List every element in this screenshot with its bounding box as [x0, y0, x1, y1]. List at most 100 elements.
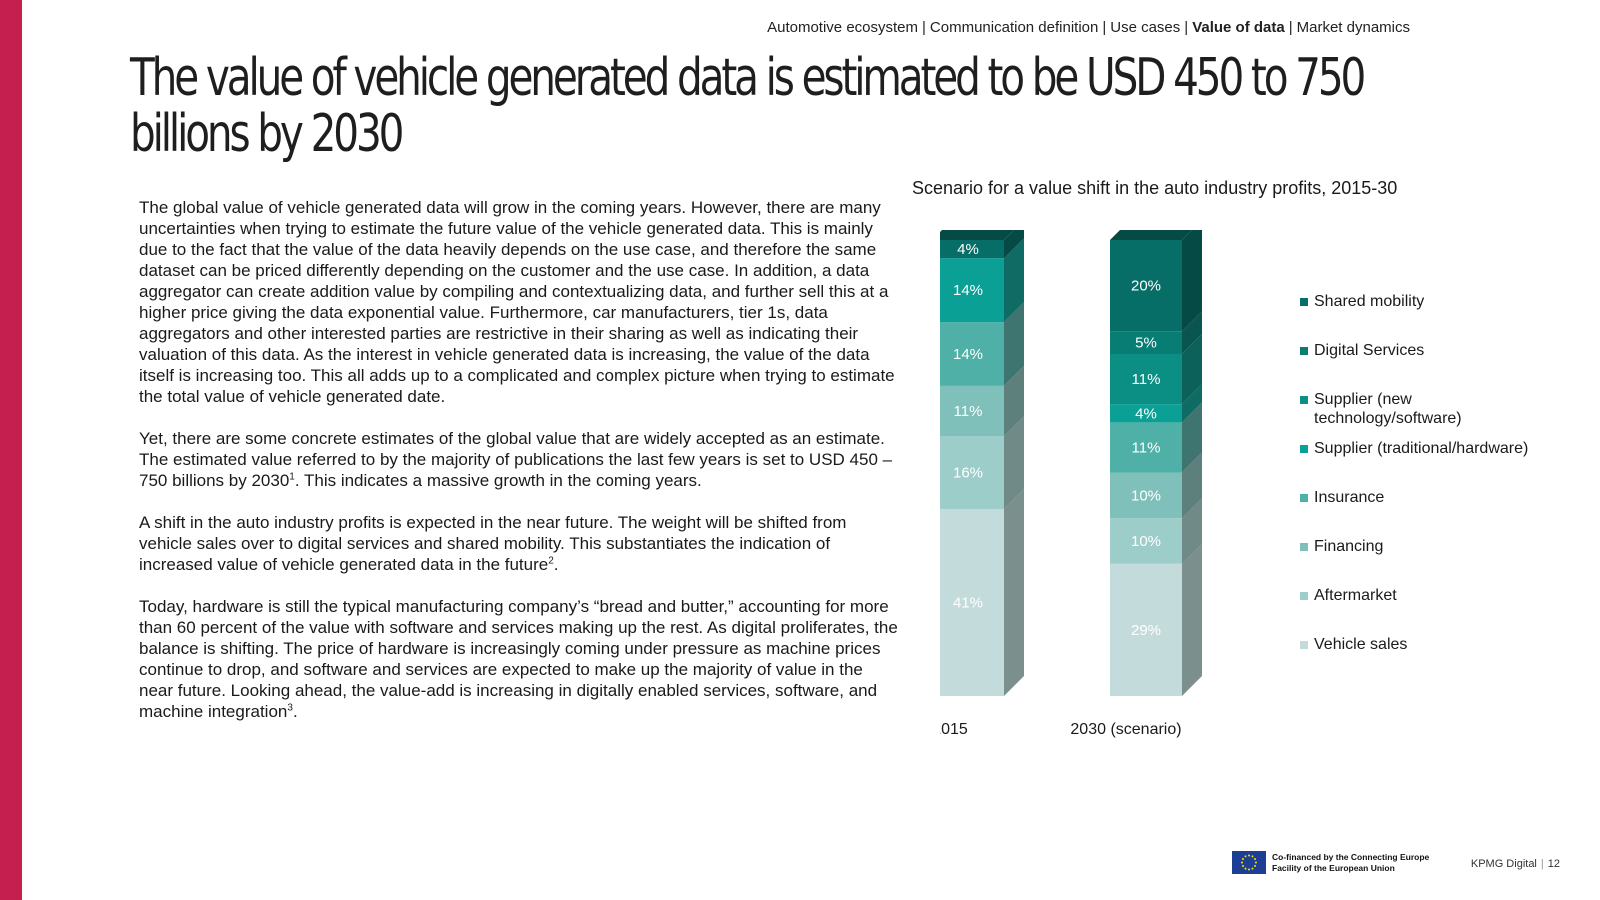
legend-item-digital-services: Digital Services: [1300, 341, 1534, 360]
paragraph-1-text: The global value of vehicle generated da…: [139, 198, 895, 406]
bar-segment-aftermarket-1: [1110, 518, 1182, 564]
data-label-shared-mobility-1: 20%: [1131, 278, 1161, 295]
paragraph-3-end: .: [553, 555, 559, 574]
category-label-1: 2030 (scenario): [1070, 721, 1181, 738]
bar-segment-financing-1: [1110, 472, 1182, 519]
bar-side-supplier-traditional-hardware-1: [1182, 384, 1202, 423]
legend-swatch: [1300, 592, 1308, 600]
legend-item-supplier-new-technology-software: Supplier (new technology/software): [1300, 390, 1534, 428]
legend-swatch: [1300, 298, 1308, 306]
paragraph-4-end: .: [292, 702, 298, 721]
breadcrumb-item-communication-definition[interactable]: Communication definition: [929, 19, 1099, 36]
page-footer: KPMG Digital | 12: [1471, 858, 1560, 870]
legend-label: Supplier (new technology/software): [1314, 391, 1462, 427]
bar-segment-shared-mobility-0: [940, 240, 1004, 259]
bar-segment-shared-mobility-1: [1110, 240, 1182, 332]
breadcrumb-separator: |: [1184, 19, 1189, 36]
legend-swatch: [1300, 445, 1308, 453]
bar-side-shared-mobility-0: [1004, 230, 1024, 259]
chart-title: Scenario for a value shift in the auto i…: [912, 178, 1398, 198]
legend-label: Financing: [1314, 538, 1384, 555]
bar-segment-vehicle-sales-0: [940, 509, 1004, 696]
legend-item-aftermarket: Aftermarket: [1300, 586, 1534, 605]
paragraph-4-text: Today, hardware is still the typical man…: [139, 597, 898, 721]
footer-separator: |: [1540, 858, 1544, 870]
breadcrumb-item-market-dynamics[interactable]: Market dynamics: [1296, 19, 1410, 36]
bar-segment-supplier-traditional-hardware-1: [1110, 404, 1182, 423]
breadcrumb-item-automotive-ecosystem[interactable]: Automotive ecosystem: [767, 19, 919, 36]
eu-flag-icon: [1232, 851, 1266, 874]
footnote-ref-2: 2: [548, 555, 554, 567]
data-label-financing-1: 10%: [1131, 487, 1161, 504]
bar-segment-digital-services-1: [1110, 331, 1182, 354]
bar-top-face-1: [1110, 230, 1192, 240]
bar-side-aftermarket-1: [1182, 498, 1202, 564]
footnote-ref-3: 3: [287, 702, 293, 714]
legend-swatch: [1300, 396, 1308, 404]
bar-side-digital-services-1: [1182, 311, 1202, 354]
bar-segment-vehicle-sales-1: [1110, 563, 1182, 696]
bar-side-vehicle-sales-0: [1004, 489, 1024, 696]
paragraph-2-end: . This indicates a massive growth in the…: [294, 471, 702, 490]
data-label-insurance-1: 11%: [1132, 439, 1161, 456]
breadcrumb-separator: |: [1288, 19, 1293, 36]
paragraph-4: Today, hardware is still the typical man…: [139, 596, 899, 722]
data-label-digital-services-1: 5%: [1135, 335, 1157, 352]
bar-side-supplier-new-technology-software-1: [1182, 334, 1202, 405]
bar-side-shared-mobility-1: [1182, 230, 1202, 332]
data-label-supplier-new-technology-software-1: 11%: [1132, 371, 1161, 388]
legend-item-financing: Financing: [1300, 537, 1534, 556]
bar-side-insurance-1: [1182, 402, 1202, 473]
legend-label: Vehicle sales: [1314, 636, 1408, 653]
page-number: 12: [1547, 858, 1560, 870]
accent-side-bar: [0, 0, 22, 900]
breadcrumb-item-value-of-data[interactable]: Value of data: [1192, 19, 1285, 36]
data-label-financing-0: 11%: [954, 403, 983, 420]
data-label-insurance-0: 14%: [953, 346, 983, 363]
legend-label: Aftermarket: [1314, 587, 1397, 604]
bar-side-supplier-traditional-hardware-0: [1004, 238, 1024, 323]
page-title-text: The value of vehicle generated data is e…: [130, 48, 1366, 164]
bar-side-financing-0: [1004, 365, 1024, 437]
legend-label: Supplier (traditional/hardware): [1314, 440, 1529, 457]
legend-swatch: [1300, 543, 1308, 551]
data-label-vehicle-sales-0: 41%: [953, 595, 983, 612]
stacked-bar-chart: 41% 16% 11% 14% 14% 4% 2015 29% 10% 10% 11% 4% 11% 5%…: [940, 230, 1202, 738]
legend-swatch: [1300, 641, 1308, 649]
bar-segment-insurance-1: [1110, 422, 1182, 473]
breadcrumb-separator: |: [922, 19, 926, 36]
category-label-0: 2015: [940, 721, 968, 738]
data-label-aftermarket-0: 16%: [953, 465, 983, 482]
bar-segment-financing-0: [940, 385, 1004, 437]
bar-segment-supplier-traditional-hardware-0: [940, 258, 1004, 323]
eu-cofinance-badge: Co-financed by the Connecting Europe Fac…: [1232, 851, 1447, 874]
bar-segment-insurance-0: [940, 322, 1004, 386]
legend-label: Shared mobility: [1314, 293, 1425, 310]
bar-side-vehicle-sales-1: [1182, 543, 1202, 696]
body-text: The global value of vehicle generated da…: [139, 197, 899, 743]
legend-label: Insurance: [1314, 489, 1385, 506]
page-title: The value of vehicle generated data is e…: [130, 50, 1366, 162]
legend-swatch: [1300, 347, 1308, 355]
data-label-supplier-traditional-hardware-0: 14%: [953, 282, 983, 299]
bar-side-aftermarket-0: [1004, 416, 1024, 510]
paragraph-2: Yet, there are some concrete estimates o…: [139, 428, 899, 491]
legend-label: Digital Services: [1314, 342, 1425, 359]
legend-swatch: [1300, 494, 1308, 502]
paragraph-3-text: A shift in the auto industry profits is …: [139, 513, 847, 574]
footnote-ref-1: 1: [289, 471, 295, 483]
paragraph-3: A shift in the auto industry profits is …: [139, 512, 899, 575]
breadcrumb: Automotive ecosystem | Communication defin…: [767, 19, 1410, 36]
breadcrumb-separator: |: [1102, 19, 1107, 36]
eu-stars-icon: [1241, 854, 1257, 871]
bar-side-financing-1: [1182, 452, 1202, 519]
breadcrumb-item-use-cases[interactable]: Use cases: [1110, 19, 1181, 36]
paragraph-2-text: Yet, there are some concrete estimates o…: [139, 429, 893, 490]
paragraph-1: The global value of vehicle generated da…: [139, 197, 899, 407]
legend-item-vehicle-sales: Vehicle sales: [1300, 635, 1534, 654]
bar-segment-aftermarket-0: [940, 436, 1004, 510]
bar-top-face-0: [940, 230, 1014, 240]
bar-side-insurance-0: [1004, 302, 1024, 386]
company-name: KPMG Digital: [1470, 858, 1537, 870]
eu-cofinance-text: Co-financed by the Connecting Europe Fac…: [1272, 851, 1430, 873]
